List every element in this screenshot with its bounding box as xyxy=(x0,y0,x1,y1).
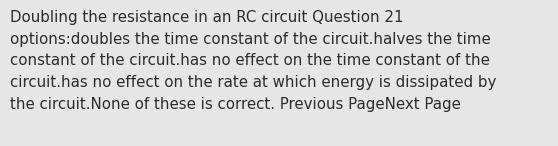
Text: Doubling the resistance in an RC circuit Question 21
options:doubles the time co: Doubling the resistance in an RC circuit… xyxy=(10,10,497,112)
